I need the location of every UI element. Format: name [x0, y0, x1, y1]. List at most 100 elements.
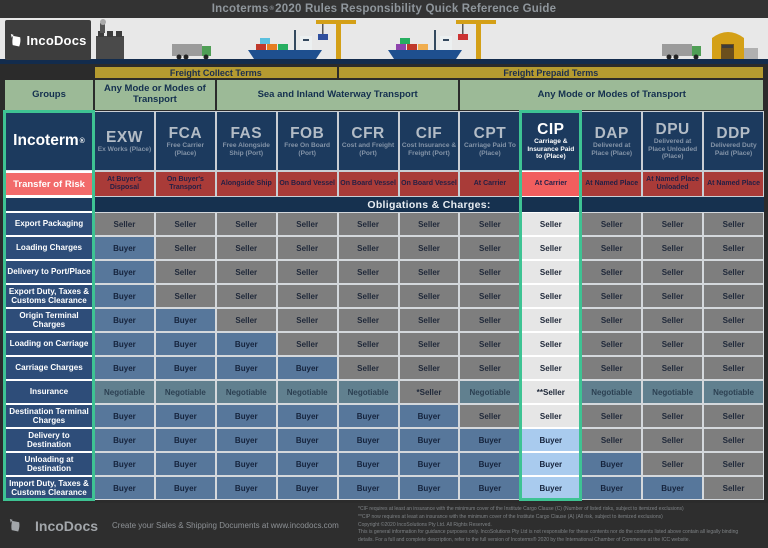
responsibility-cell: Buyer [520, 452, 582, 476]
responsibility-cell: Seller [581, 404, 643, 428]
responsibility-cell: Buyer [215, 332, 277, 356]
responsibility-cell: Buyer [94, 452, 155, 476]
footer: IncoDocs Create your Sales & Shipping Do… [0, 503, 768, 548]
incoterm-code: DPU [655, 120, 690, 138]
responsibility-cell: Seller [642, 428, 704, 452]
responsibility-cell: Buyer [154, 452, 216, 476]
responsibility-table-wrap: Freight Collect Terms Freight Prepaid Ter… [0, 64, 768, 503]
responsibility-cell: Negotiable [703, 380, 764, 404]
page-title: Incoterms ® 2020 Rules Responsibility Quic… [0, 0, 768, 18]
row-label: Export Packaging [4, 212, 94, 236]
responsibility-cell: Buyer [215, 428, 277, 452]
incoterm-title-cell: Incoterm ® [4, 111, 94, 171]
responsibility-cell: *Seller [398, 380, 460, 404]
responsibility-cell: Buyer [215, 404, 277, 428]
responsibility-cell: Seller [276, 308, 338, 332]
incoterm-header-cpt: CPT Carriage Paid To (Place) [459, 111, 521, 171]
incodocs-logo: IncoDocs [5, 20, 91, 60]
responsibility-cell: Seller [581, 308, 643, 332]
top-left-spacer [4, 66, 94, 79]
responsibility-cell: Seller [703, 476, 764, 500]
responsibility-cell: Seller [337, 356, 399, 380]
row-label: Unloading at Destination [4, 452, 94, 476]
port-illustration-band: IncoDocs [0, 18, 768, 64]
title-post: 2020 Rules Responsibility Quick Referenc… [275, 3, 557, 15]
crane-icon [316, 20, 356, 59]
risk-cell-fas: Alongside Ship [215, 171, 277, 197]
row-label: Loading Charges [4, 236, 94, 260]
responsibility-cell: Buyer [520, 428, 582, 452]
responsibility-cell: Seller [520, 236, 582, 260]
registered-trademark-icon: ® [79, 137, 85, 145]
incoterm-subtitle: Free Alongside Ship (Port) [222, 141, 270, 157]
port-illustration [0, 19, 768, 64]
responsibility-cell: Seller [703, 236, 764, 260]
incoterm-header-exw: EXW Ex Works (Place) [94, 111, 155, 171]
risk-cell-cpt: At Carrier [459, 171, 521, 197]
row-label: Export Duty, Taxes & Customs Clearance [4, 284, 94, 308]
incoterm-subtitle: Cost and Freight (Port) [341, 141, 395, 157]
responsibility-cell: Buyer [94, 308, 155, 332]
responsibility-cell: Seller [276, 260, 338, 284]
incoterm-subtitle: Carriage Paid To (Place) [463, 141, 516, 157]
responsibility-cell: Seller [459, 332, 521, 356]
responsibility-cell: Buyer [398, 404, 460, 428]
footnote-line: details. For a full and complete descrip… [358, 537, 690, 544]
responsibility-cell: Buyer [642, 476, 704, 500]
responsibility-cell: Seller [337, 236, 399, 260]
responsibility-cell: Seller [520, 212, 582, 236]
responsibility-cell: Seller [337, 212, 399, 236]
responsibility-cell: Buyer [459, 428, 521, 452]
responsibility-cell: Buyer [154, 332, 216, 356]
responsibility-cell: Seller [398, 356, 460, 380]
responsibility-cell: Seller [459, 404, 521, 428]
responsibility-cell: Buyer [337, 428, 399, 452]
responsibility-cell: Seller [642, 212, 704, 236]
responsibility-cell: Seller [581, 236, 643, 260]
responsibility-cell: Seller [154, 284, 216, 308]
responsibility-cell: Buyer [215, 356, 277, 380]
responsibility-cell: Seller [642, 260, 704, 284]
responsibility-cell: Buyer [398, 428, 460, 452]
row-label: Insurance [4, 380, 94, 404]
incoterm-code: FAS [230, 124, 263, 142]
responsibility-cell: Buyer [154, 356, 216, 380]
row-label: Carriage Charges [4, 356, 94, 380]
responsibility-cell: Seller [642, 332, 704, 356]
incoterm-subtitle: Delivered at Place (Place) [591, 141, 633, 157]
incoterm-header-fob: FOB Free On Board (Port) [276, 111, 338, 171]
incoterm-code: CPT [473, 124, 507, 142]
footnote-line: **CIP now requires at least an insurance… [358, 513, 663, 520]
incoterm-header-dpu: DPU Delivered at Place Unloaded (Place) [642, 111, 704, 171]
responsibility-cell: Seller [215, 284, 277, 308]
footnotes: *CIF requires at least an insurance with… [358, 506, 760, 545]
responsibility-cell: Buyer [337, 452, 399, 476]
responsibility-cell: Negotiable [94, 380, 155, 404]
dock-ground [0, 59, 768, 64]
responsibility-cell: Seller [398, 212, 460, 236]
responsibility-cell: Seller [459, 260, 521, 284]
responsibility-cell: Seller [520, 308, 582, 332]
responsibility-cell: Buyer [398, 476, 460, 500]
responsibility-cell: Buyer [94, 260, 155, 284]
responsibility-cell: Seller [215, 308, 277, 332]
incoterm-code: EXW [106, 128, 143, 146]
incoterm-subtitle: Carriage & Insurance Paid to (Place) [527, 137, 575, 161]
responsibility-cell: Buyer [215, 452, 277, 476]
risk-cell-cip: At Carrier [520, 171, 582, 197]
risk-cell-fca: On Buyer's Transport [154, 171, 216, 197]
responsibility-cell: Seller [703, 428, 764, 452]
responsibility-cell: Seller [703, 356, 764, 380]
responsibility-cell: Seller [337, 284, 399, 308]
footnote-line: Copyright ©2020 IncoSolutions Pty Ltd. A… [358, 521, 492, 528]
incoterm-subtitle: Delivered Duty Paid (Place) [710, 141, 757, 157]
responsibility-cell: Seller [581, 212, 643, 236]
responsibility-cell: Buyer [94, 332, 155, 356]
responsibility-cell: Seller [642, 284, 704, 308]
crane-icon [456, 20, 496, 59]
risk-cell-fob: On Board Vessel [276, 171, 338, 197]
incoterm-subtitle: Delivered at Place Unloaded (Place) [648, 137, 698, 161]
responsibility-cell: Buyer [154, 308, 216, 332]
responsibility-cell: Seller [642, 308, 704, 332]
responsibility-cell: Seller [398, 284, 460, 308]
